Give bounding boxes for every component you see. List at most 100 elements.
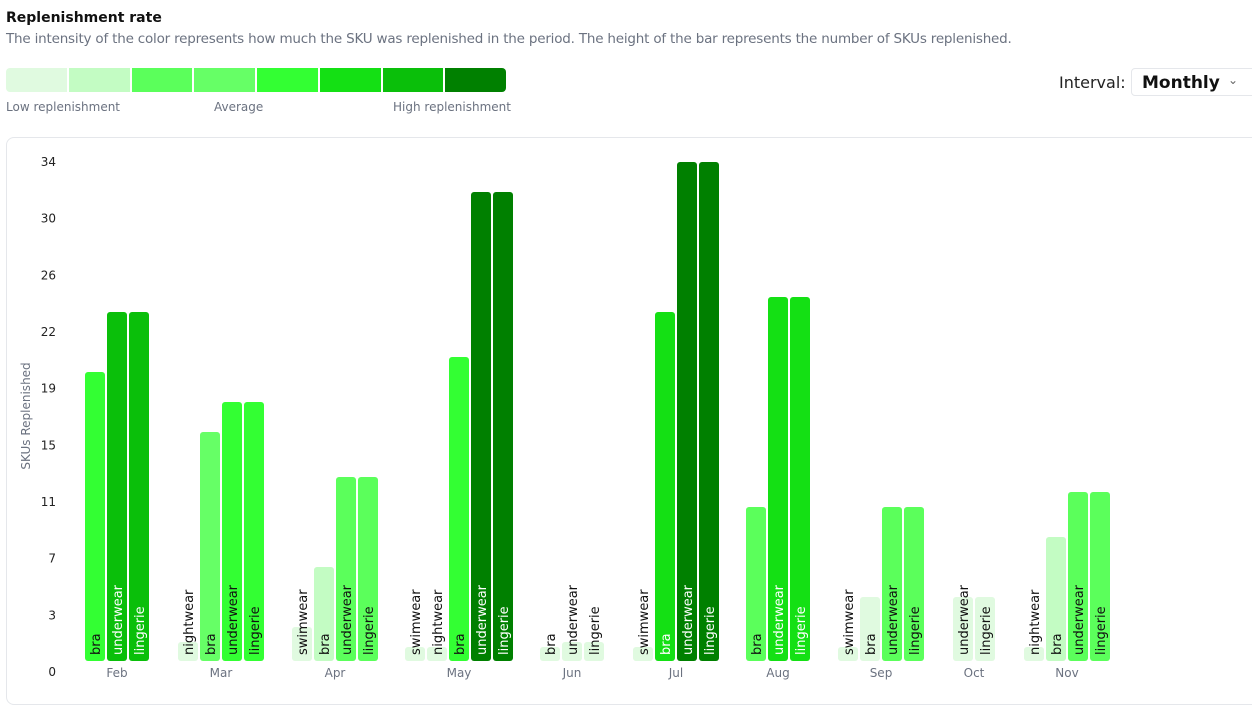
chart-card: [6, 137, 1252, 705]
bar-nightwear[interactable]: [1024, 647, 1044, 661]
bar-lingerie[interactable]: [493, 192, 513, 661]
legend-swatch: [68, 68, 132, 92]
month-group-aug: bra underwear lingerie Aug: [746, 297, 810, 680]
bar-bra[interactable]: [746, 507, 766, 661]
bar-label: bra: [89, 633, 104, 655]
x-tick-label: May: [447, 666, 472, 680]
x-tick-label: Sep: [870, 666, 893, 680]
month-group-feb: bra underwear lingerie Feb: [85, 312, 149, 680]
bar-swimwear[interactable]: [405, 647, 425, 661]
bar-label: lingerie: [1094, 606, 1109, 655]
x-tick-label: Oct: [964, 666, 985, 680]
y-tick-label: 7: [48, 552, 56, 566]
bar-label: nightwear: [182, 589, 197, 655]
bar-label: lingerie: [588, 606, 603, 655]
month-group-apr: swimwear bra underwear lingerie Apr: [292, 477, 378, 680]
bar-lingerie[interactable]: [129, 312, 149, 661]
y-tick-label: 34: [41, 155, 56, 169]
bar-underwear[interactable]: [1068, 492, 1088, 661]
bar-label: bra: [864, 633, 879, 655]
bar-lingerie[interactable]: [904, 507, 924, 661]
bar-lingerie[interactable]: [584, 642, 604, 661]
month-group-jun: bra underwear lingerie Jun: [540, 584, 604, 680]
bar-lingerie[interactable]: [790, 297, 810, 661]
x-tick-label: Feb: [106, 666, 127, 680]
bar-bra[interactable]: [85, 372, 105, 661]
bar-label: bra: [204, 633, 219, 655]
y-axis-label: SKUs Replenished: [19, 362, 33, 469]
interval-value: Monthly: [1142, 73, 1220, 93]
bar-underwear[interactable]: [953, 597, 973, 661]
bar-underwear[interactable]: [107, 312, 127, 661]
bar-label: lingerie: [703, 606, 718, 655]
bar-label: lingerie: [979, 606, 994, 655]
bar-underwear[interactable]: [882, 507, 902, 661]
legend-low-label: Low replenishment: [6, 100, 121, 114]
chevron-down-icon: ⌄: [1228, 73, 1239, 87]
y-tick-label: 22: [41, 325, 56, 339]
bar-label: lingerie: [497, 606, 512, 655]
legend-swatch: [131, 68, 195, 92]
bar-bra[interactable]: [1046, 537, 1066, 661]
bar-swimwear[interactable]: [633, 647, 653, 661]
bar-lingerie[interactable]: [358, 477, 378, 661]
bar-label: underwear: [772, 584, 787, 655]
bar-label: underwear: [226, 584, 241, 655]
bar-underwear[interactable]: [677, 162, 697, 661]
month-group-oct: underwear lingerie Oct: [953, 584, 995, 680]
bar-label: bra: [318, 633, 333, 655]
y-tick-label: 15: [41, 438, 56, 452]
bar-swimwear[interactable]: [292, 627, 312, 661]
bar-bra[interactable]: [655, 312, 675, 661]
bar-swimwear[interactable]: [838, 647, 858, 661]
bar-underwear[interactable]: [471, 192, 491, 661]
color-scale-legend: [6, 68, 506, 92]
bar-label: bra: [659, 633, 674, 655]
bar-underwear[interactable]: [222, 402, 242, 661]
x-tick-label: Apr: [325, 666, 346, 680]
bar-label: lingerie: [908, 606, 923, 655]
bar-bra[interactable]: [540, 647, 560, 661]
bar-label: lingerie: [362, 606, 377, 655]
bar-nightwear[interactable]: [427, 647, 447, 661]
bar-underwear[interactable]: [768, 297, 788, 661]
bar-lingerie[interactable]: [1090, 492, 1110, 661]
legend-swatch: [6, 68, 69, 92]
interval-select[interactable]: Monthly ⌄: [1131, 68, 1252, 96]
bar-lingerie[interactable]: [699, 162, 719, 661]
bar-label: bra: [453, 633, 468, 655]
bar-bra[interactable]: [314, 567, 334, 661]
bar-underwear[interactable]: [562, 642, 582, 661]
y-tick-label: 19: [41, 382, 56, 396]
bar-label: lingerie: [794, 606, 809, 655]
bar-bra[interactable]: [449, 357, 469, 661]
bar-label: nightwear: [431, 589, 446, 655]
y-tick-label: 26: [41, 268, 56, 282]
month-group-may: swimwear nightwear bra underwear lingerie May: [405, 192, 513, 680]
x-tick-label: Mar: [210, 666, 233, 680]
bar-label: underwear: [957, 584, 972, 655]
legend-swatch: [257, 68, 320, 92]
month-group-mar: nightwear bra underwear lingerie Mar: [178, 402, 264, 680]
chart-subtitle: The intensity of the color represents ho…: [6, 31, 1012, 47]
legend-swatch: [194, 68, 257, 92]
bar-label: swimwear: [409, 589, 424, 655]
bar-underwear[interactable]: [336, 477, 356, 661]
bar-lingerie[interactable]: [244, 402, 264, 661]
month-group-sep: swimwear bra underwear lingerie Sep: [838, 507, 924, 680]
interval-label: Interval:: [1059, 73, 1126, 92]
y-tick-label: 11: [41, 495, 56, 509]
bar-nightwear[interactable]: [178, 642, 198, 661]
bar-label: swimwear: [637, 589, 652, 655]
bar-label: bra: [1050, 633, 1065, 655]
bar-bra[interactable]: [860, 597, 880, 661]
legend-swatch: [445, 68, 506, 92]
bar-bra[interactable]: [200, 432, 220, 661]
bar-label: nightwear: [1028, 589, 1043, 655]
y-tick-label: 0: [48, 665, 56, 679]
x-tick-label: Aug: [766, 666, 789, 680]
bar-label: swimwear: [296, 589, 311, 655]
chart-title: Replenishment rate: [6, 10, 162, 26]
bar-lingerie[interactable]: [975, 597, 995, 661]
